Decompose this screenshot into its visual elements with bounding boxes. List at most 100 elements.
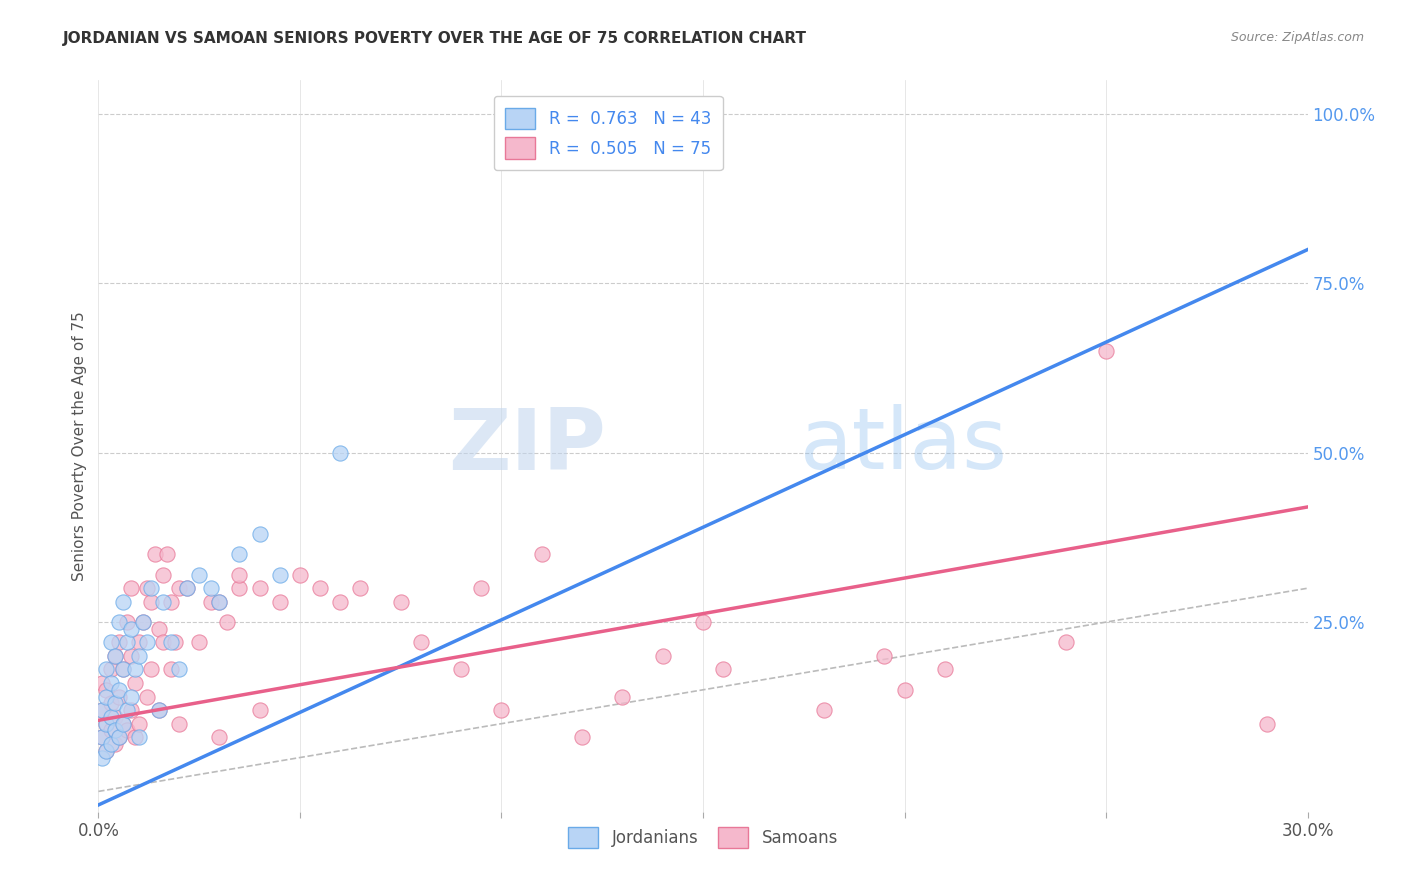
Point	[96, 716, 118, 731]
Point	[115, 703, 138, 717]
Point	[139, 581, 162, 595]
Point	[269, 567, 291, 582]
Point	[288, 567, 311, 582]
Point	[893, 682, 915, 697]
Y-axis label: Seniors Poverty Over the Age of 75: Seniors Poverty Over the Age of 75	[72, 311, 87, 581]
Point	[124, 663, 146, 677]
Point	[152, 635, 174, 649]
Point	[200, 581, 222, 595]
Point	[96, 690, 118, 704]
Point	[128, 730, 150, 744]
Point	[135, 635, 157, 649]
Point	[176, 581, 198, 595]
Text: JORDANIAN VS SAMOAN SENIORS POVERTY OVER THE AGE OF 75 CORRELATION CHART: JORDANIAN VS SAMOAN SENIORS POVERTY OVER…	[63, 31, 807, 46]
Point	[107, 690, 129, 704]
Point	[228, 567, 250, 582]
Point	[111, 716, 134, 731]
Point	[107, 615, 129, 629]
Point	[103, 710, 125, 724]
Point	[450, 663, 472, 677]
Point	[132, 615, 155, 629]
Point	[1256, 716, 1278, 731]
Point	[148, 622, 170, 636]
Point	[120, 648, 142, 663]
Point	[124, 730, 146, 744]
Point	[91, 676, 114, 690]
Point	[96, 744, 118, 758]
Point	[692, 615, 714, 629]
Point	[107, 730, 129, 744]
Point	[111, 716, 134, 731]
Point	[152, 567, 174, 582]
Point	[148, 703, 170, 717]
Legend: Jordanians, Samoans: Jordanians, Samoans	[561, 820, 845, 855]
Point	[100, 663, 122, 677]
Point	[491, 703, 513, 717]
Point	[160, 663, 183, 677]
Point	[100, 635, 122, 649]
Point	[873, 648, 896, 663]
Point	[103, 648, 125, 663]
Point	[163, 635, 186, 649]
Point	[103, 737, 125, 751]
Point	[208, 595, 231, 609]
Point	[100, 697, 122, 711]
Text: ZIP: ZIP	[449, 404, 606, 488]
Point	[96, 716, 118, 731]
Point	[156, 547, 179, 561]
Point	[249, 703, 271, 717]
Point	[612, 690, 634, 704]
Point	[612, 107, 634, 121]
Point	[132, 615, 155, 629]
Point	[124, 676, 146, 690]
Point	[120, 690, 142, 704]
Point	[91, 750, 114, 764]
Point	[1054, 635, 1077, 649]
Point	[160, 635, 183, 649]
Point	[269, 595, 291, 609]
Point	[188, 567, 211, 582]
Point	[208, 730, 231, 744]
Point	[107, 730, 129, 744]
Point	[111, 663, 134, 677]
Point	[349, 581, 371, 595]
Point	[135, 690, 157, 704]
Point	[152, 595, 174, 609]
Point	[176, 581, 198, 595]
Point	[228, 581, 250, 595]
Point	[934, 663, 956, 677]
Point	[143, 547, 166, 561]
Point	[120, 703, 142, 717]
Point	[128, 635, 150, 649]
Point	[167, 663, 190, 677]
Point	[100, 737, 122, 751]
Point	[111, 663, 134, 677]
Point	[96, 663, 118, 677]
Point	[115, 635, 138, 649]
Point	[120, 581, 142, 595]
Point	[107, 682, 129, 697]
Text: atlas: atlas	[800, 404, 1008, 488]
Point	[128, 716, 150, 731]
Point	[188, 635, 211, 649]
Point	[115, 723, 138, 738]
Point	[91, 730, 114, 744]
Point	[249, 527, 271, 541]
Point	[389, 595, 412, 609]
Point	[103, 697, 125, 711]
Point	[100, 723, 122, 738]
Point	[409, 635, 432, 649]
Point	[167, 716, 190, 731]
Point	[103, 723, 125, 738]
Point	[100, 710, 122, 724]
Point	[200, 595, 222, 609]
Point	[128, 648, 150, 663]
Point	[711, 663, 734, 677]
Point	[309, 581, 332, 595]
Point	[813, 703, 835, 717]
Point	[217, 615, 239, 629]
Point	[571, 730, 593, 744]
Point	[103, 648, 125, 663]
Point	[470, 581, 492, 595]
Point	[208, 595, 231, 609]
